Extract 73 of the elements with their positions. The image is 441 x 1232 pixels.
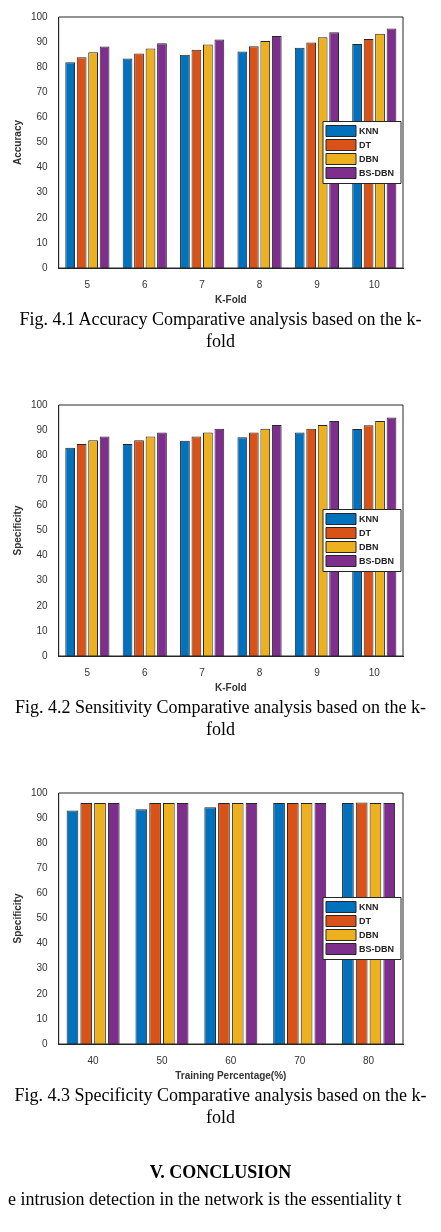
x-tick-label: 6 <box>141 666 148 678</box>
x-tick-label: 5 <box>84 278 91 290</box>
x-tick-label: 80 <box>363 1054 375 1066</box>
legend-label: DBN <box>359 929 379 940</box>
x-tick-label: 10 <box>368 666 381 678</box>
y-tick-label: 50 <box>36 524 49 536</box>
y-tick-label: 40 <box>36 161 49 173</box>
x-tick-label: 50 <box>156 1054 168 1066</box>
x-tick-label: 9 <box>314 278 321 290</box>
x-axis-title: K-Fold <box>215 293 247 305</box>
y-tick-label: 20 <box>36 987 49 999</box>
y-axis-title: Accuracy <box>11 119 23 166</box>
x-tick-label: 8 <box>256 278 263 290</box>
x-tick-label: 10 <box>368 278 381 290</box>
y-tick-label: 80 <box>36 60 49 72</box>
y-tick-label: 80 <box>36 448 49 460</box>
y-tick-label: 80 <box>36 836 49 848</box>
legend-label: BS-DBN <box>359 943 394 954</box>
y-tick-label: 100 <box>31 10 49 22</box>
y-tick-label: 30 <box>36 962 49 974</box>
y-tick-label: 10 <box>36 624 49 636</box>
y-tick-label: 50 <box>36 912 49 924</box>
y-tick-label: 40 <box>36 549 49 561</box>
legend-label: DT <box>359 915 372 926</box>
y-tick-label: 20 <box>36 599 49 611</box>
y-tick-label: 70 <box>36 862 49 874</box>
x-tick-label: 60 <box>225 1054 237 1066</box>
x-tick-label: 7 <box>199 666 206 678</box>
y-tick-label: 60 <box>36 499 49 511</box>
y-tick-label: 90 <box>36 423 49 435</box>
x-tick-label: 8 <box>256 666 263 678</box>
legend-label: KNN <box>359 125 379 136</box>
y-tick-label: 60 <box>36 887 49 899</box>
x-tick-label: 70 <box>294 1054 306 1066</box>
x-axis-title: K-Fold <box>215 681 247 693</box>
y-tick-label: 100 <box>31 398 49 410</box>
text: e intrusion detection in the network is the essentiality t <box>8 1189 403 1210</box>
y-tick-label: 10 <box>36 236 49 248</box>
x-tick-label: 7 <box>199 278 206 290</box>
text: Fig. 4.1 Accuracy Comparative analysis based on the k-fold <box>18 308 423 352</box>
y-tick-label: 0 <box>42 649 49 661</box>
y-tick-label: 70 <box>36 474 49 486</box>
y-axis-title: Specificity <box>11 505 23 556</box>
text: Fig. 4.2 Sensitivity Comparative analysis based on the k-fold <box>14 696 427 740</box>
legend-label: BS-DBN <box>359 167 394 178</box>
y-tick-label: 90 <box>36 35 49 47</box>
y-tick-label: 10 <box>36 1012 49 1024</box>
y-tick-label: 20 <box>36 211 49 223</box>
y-tick-label: 0 <box>42 1037 49 1049</box>
text: V. CONCLUSION <box>148 1162 293 1183</box>
x-tick-label: 9 <box>314 666 321 678</box>
y-tick-label: 50 <box>36 136 49 148</box>
legend-label: DT <box>359 139 372 150</box>
y-tick-label: 70 <box>36 86 49 98</box>
y-tick-label: 0 <box>42 261 49 273</box>
y-tick-label: 60 <box>36 111 49 123</box>
text: Fig. 4.3 Specificity Comparative analysis based on the k-fold <box>13 1084 428 1128</box>
x-tick-label: 40 <box>87 1054 100 1066</box>
x-axis-title: Training Percentage(%) <box>175 1069 287 1081</box>
y-tick-label: 30 <box>36 574 49 586</box>
legend-label: KNN <box>359 513 379 524</box>
y-tick-label: 100 <box>31 786 49 798</box>
y-tick-label: 90 <box>36 811 49 823</box>
y-axis-title: Specificity <box>11 893 23 944</box>
legend-label: DBN <box>359 541 379 552</box>
legend-label: BS-DBN <box>359 555 394 566</box>
legend-label: DBN <box>359 153 379 164</box>
legend-label: KNN <box>359 901 379 912</box>
y-tick-label: 40 <box>36 937 49 949</box>
x-tick-label: 6 <box>141 278 148 290</box>
y-tick-label: 30 <box>36 186 49 198</box>
x-tick-label: 5 <box>84 666 91 678</box>
legend-label: DT <box>359 527 372 538</box>
